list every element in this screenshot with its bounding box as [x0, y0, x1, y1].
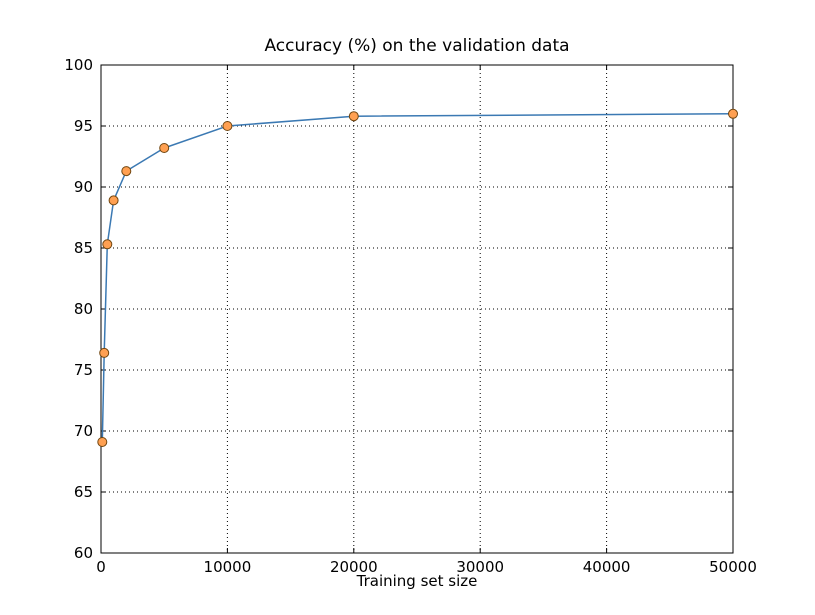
y-tick-label: 75 — [74, 361, 93, 379]
y-tick-label: 100 — [64, 56, 93, 74]
x-axis-label: Training set size — [356, 572, 478, 590]
y-tick-label: 90 — [74, 178, 93, 196]
chart-title: Accuracy (%) on the validation data — [264, 36, 570, 56]
y-tick-label: 80 — [74, 300, 93, 318]
x-tick-label: 20000 — [330, 558, 378, 576]
series-line — [101, 113, 734, 443]
x-tick-label: 0 — [96, 558, 106, 576]
x-tick-label: 50000 — [709, 558, 757, 576]
data-point — [121, 166, 132, 177]
data-point — [108, 195, 119, 206]
y-tick-label: 95 — [74, 117, 93, 135]
data-point — [728, 108, 738, 119]
x-tick-label: 10000 — [204, 558, 252, 576]
x-tick-label: 40000 — [583, 558, 631, 576]
data-point — [159, 143, 170, 153]
data-point — [222, 121, 233, 131]
data-point — [102, 239, 113, 250]
y-tick-label: 70 — [74, 422, 93, 440]
data-point — [99, 347, 110, 358]
y-tick-label: 60 — [74, 544, 93, 562]
y-tick-label: 85 — [74, 239, 93, 257]
data-point — [348, 111, 359, 122]
x-tick-label: 30000 — [456, 558, 504, 576]
y-tick-label: 65 — [74, 483, 93, 501]
data-point — [97, 437, 108, 447]
